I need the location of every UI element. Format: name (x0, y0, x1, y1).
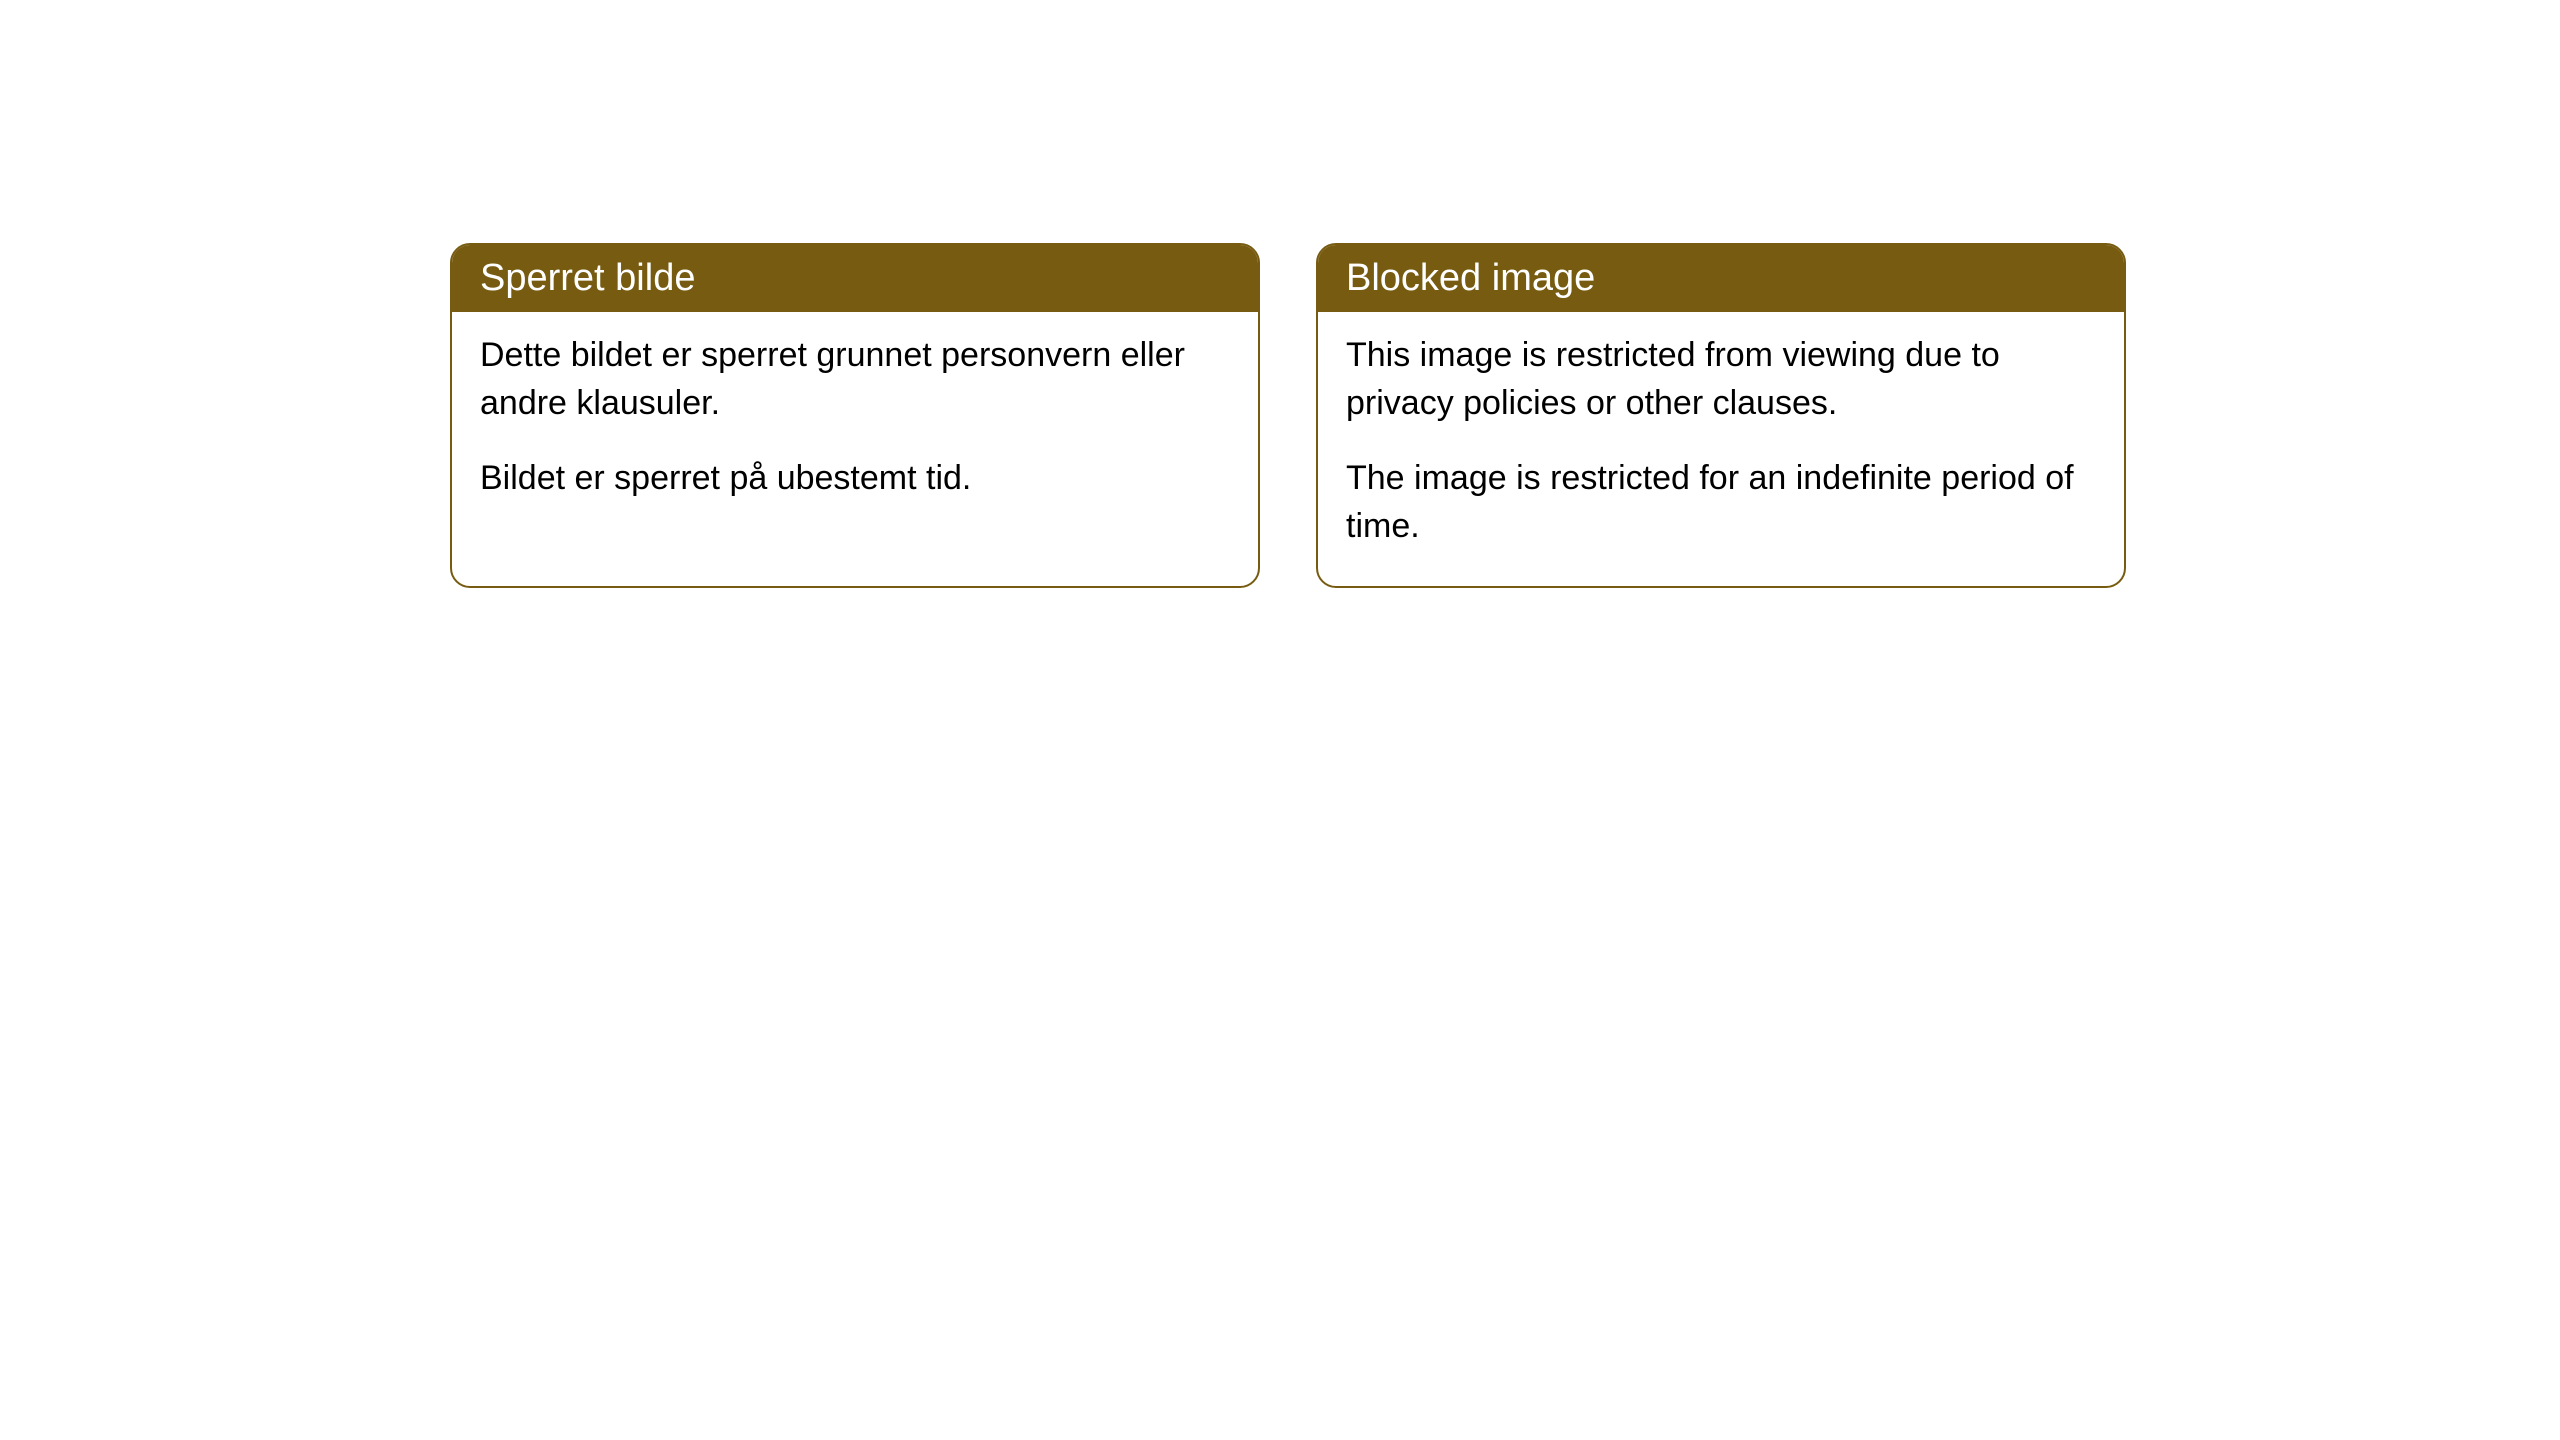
card-paragraph-2: Bildet er sperret på ubestemt tid. (480, 455, 1230, 503)
card-paragraph-2: The image is restricted for an indefinit… (1346, 455, 2096, 550)
card-paragraph-1: Dette bildet er sperret grunnet personve… (480, 332, 1230, 427)
card-title: Sperret bilde (480, 257, 695, 299)
card-body: This image is restricted from viewing du… (1318, 312, 2124, 586)
card-paragraph-1: This image is restricted from viewing du… (1346, 332, 2096, 427)
card-header: Blocked image (1318, 245, 2124, 312)
blocked-image-card-norwegian: Sperret bilde Dette bildet er sperret gr… (450, 243, 1260, 588)
card-title: Blocked image (1346, 257, 1595, 299)
blocked-image-card-english: Blocked image This image is restricted f… (1316, 243, 2126, 588)
notice-cards-container: Sperret bilde Dette bildet er sperret gr… (450, 243, 2126, 588)
card-body: Dette bildet er sperret grunnet personve… (452, 312, 1258, 539)
card-header: Sperret bilde (452, 245, 1258, 312)
